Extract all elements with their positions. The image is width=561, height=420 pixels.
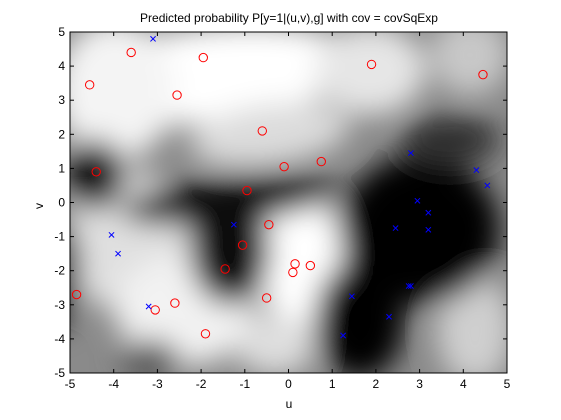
y-tick-label: 3	[58, 93, 65, 107]
cross-point	[425, 226, 432, 233]
circle-point	[305, 260, 316, 271]
circle-point	[91, 167, 101, 177]
x-tick-label: 5	[504, 377, 511, 391]
cross-point	[348, 293, 355, 300]
x-tick-label: 2	[373, 377, 380, 391]
y-tick-label: -5	[54, 366, 65, 380]
y-tick-label: 1	[58, 161, 65, 175]
cross-point	[150, 35, 156, 42]
cross-point	[407, 283, 414, 289]
chart-title: Predicted probability P[y=1|(u,v),g] wit…	[140, 11, 438, 25]
circle-point	[170, 298, 180, 308]
x-tick-label: -4	[108, 377, 119, 391]
x-tick-label: -2	[196, 377, 207, 391]
y-tick-label: -2	[54, 264, 65, 278]
cross-point	[405, 283, 412, 289]
y-tick-label: 2	[58, 127, 65, 141]
circle-point	[261, 293, 272, 303]
x-axis: -5 -4 -3 -2 -1 0 1 2 3 4 5	[65, 32, 511, 391]
y-tick-label: 0	[58, 196, 65, 210]
x-tick-label: -3	[152, 377, 163, 391]
circle-point	[172, 90, 182, 100]
x-tick-label: -1	[239, 377, 250, 391]
y-axis: -5 -4 -3 -2 -1 0 1 2 3 4 5	[54, 25, 507, 380]
circle-point	[220, 264, 230, 274]
circle-point	[198, 52, 208, 63]
circle-point	[126, 47, 136, 58]
circle-point	[288, 267, 298, 278]
y-tick-label: -3	[54, 298, 65, 312]
x-tick-label: 3	[416, 377, 423, 391]
circle-point	[150, 305, 160, 315]
circle-point	[242, 185, 252, 196]
circle-point	[264, 219, 274, 230]
x-axis-label: u	[286, 397, 293, 411]
cross-point	[392, 225, 399, 232]
cross-point	[145, 303, 152, 310]
heatmap-background	[70, 32, 507, 373]
cross-point	[473, 167, 480, 174]
y-tick-label: -1	[54, 230, 65, 244]
cross-point	[340, 332, 347, 339]
circle-point	[237, 240, 248, 250]
x-tick-label: -5	[65, 377, 76, 391]
circle-point	[257, 126, 267, 136]
cross-point	[115, 250, 122, 257]
y-tick-label: 4	[58, 59, 65, 73]
cross-point	[425, 209, 432, 216]
cross-point	[230, 221, 237, 228]
y-tick-label: 5	[58, 25, 65, 39]
data-markers	[71, 35, 491, 339]
circle-point	[84, 80, 95, 90]
cross-point	[407, 150, 414, 157]
x-tick-label: 1	[329, 377, 336, 391]
cross-point	[386, 313, 392, 320]
circle-point	[290, 259, 300, 269]
circle-point	[478, 69, 488, 80]
x-tick-label: 4	[460, 377, 467, 391]
cross-point	[108, 231, 115, 238]
y-axis-label: v	[32, 203, 46, 209]
circle-point	[279, 161, 289, 172]
circle-point	[316, 156, 326, 167]
circle-point	[200, 329, 211, 339]
y-tick-label: -4	[54, 332, 65, 346]
circle-point	[366, 59, 377, 70]
cross-point	[484, 182, 491, 189]
x-tick-label: 0	[285, 377, 292, 391]
cross-point	[414, 197, 421, 204]
circle-point	[71, 289, 82, 300]
